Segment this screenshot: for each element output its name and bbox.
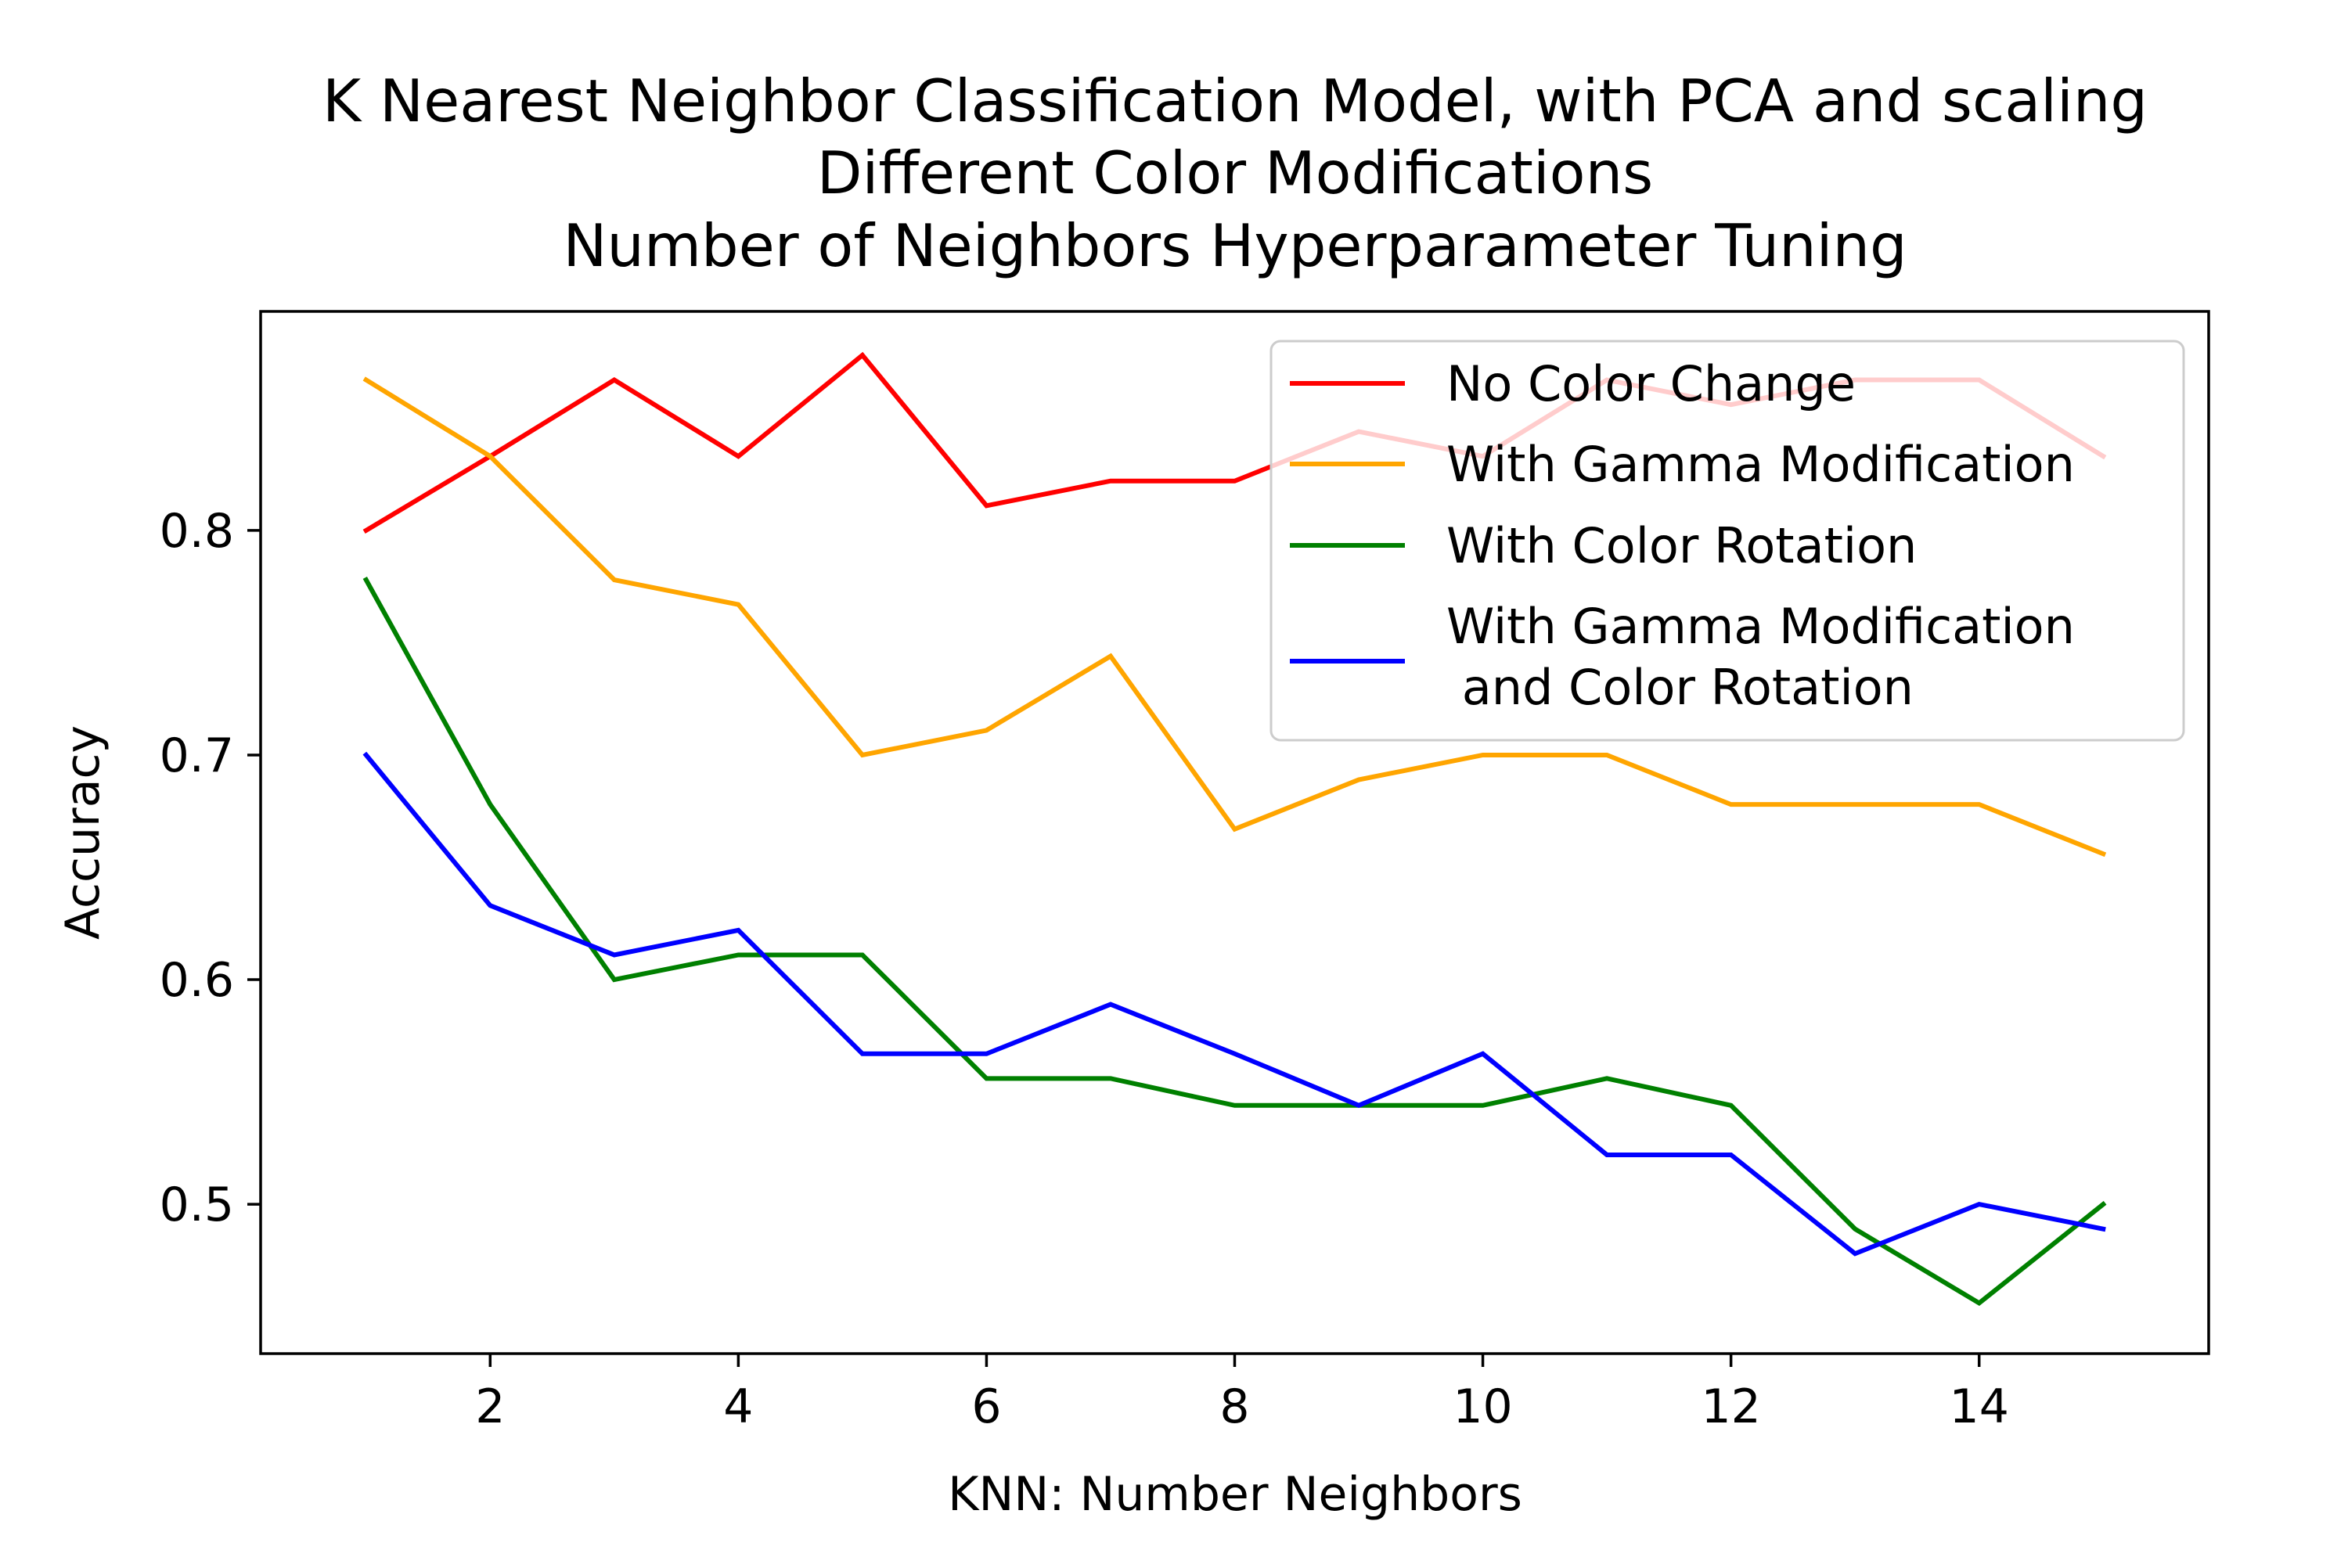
chart-title-line-1: K Nearest Neighbor Classification Model,…	[322, 67, 2148, 135]
legend-item: With Gamma Modification	[1290, 436, 2075, 493]
y-axis-ticks: 0.5 0.6 0.7 0.8	[160, 504, 261, 1232]
y-axis-label: Accuracy	[56, 725, 110, 940]
series-line-4	[362, 751, 2106, 1257]
x-tick-label: 2	[475, 1379, 505, 1434]
legend-label: No Color Change	[1446, 355, 1856, 412]
legend-item: With Gamma Modification and Color Rotati…	[1290, 598, 2075, 716]
chart-title-line-3: Number of Neighbors Hyperparameter Tunin…	[563, 211, 1907, 280]
y-tick-label: 0.7	[160, 728, 234, 783]
x-tick-label: 6	[971, 1379, 1001, 1434]
series-line-3	[362, 576, 2107, 1307]
legend-item: With Color Rotation	[1290, 517, 1917, 574]
legend-label: With Color Rotation	[1446, 517, 1917, 574]
x-tick-label: 14	[1950, 1379, 2009, 1434]
x-tick-label: 4	[723, 1379, 753, 1434]
x-tick-label: 8	[1219, 1379, 1249, 1434]
y-tick-label: 0.5	[160, 1178, 234, 1232]
legend-label: With Gamma Modification and Color Rotati…	[1446, 598, 2075, 716]
y-tick-label: 0.8	[160, 504, 234, 559]
x-axis-ticks: 2 4 6 8 10 12 14	[475, 1354, 2009, 1434]
series-line-2	[362, 376, 2107, 858]
x-tick-label: 10	[1453, 1379, 1512, 1434]
legend-label: With Gamma Modification	[1446, 436, 2075, 493]
chart-title-line-2: Different Color Modifications	[817, 138, 1653, 207]
y-tick-label: 0.6	[160, 953, 234, 1008]
x-tick-label: 12	[1701, 1379, 1760, 1434]
legend-entries: No Color Change With Gamma Modification Wi…	[1290, 355, 2075, 716]
legend-box	[1269, 340, 2185, 742]
legend-item: No Color Change	[1290, 355, 1856, 412]
x-axis-label: KNN: Number Neighbors	[948, 1467, 1522, 1522]
legend: No Color Change With Gamma Modification Wi…	[1269, 340, 2185, 742]
